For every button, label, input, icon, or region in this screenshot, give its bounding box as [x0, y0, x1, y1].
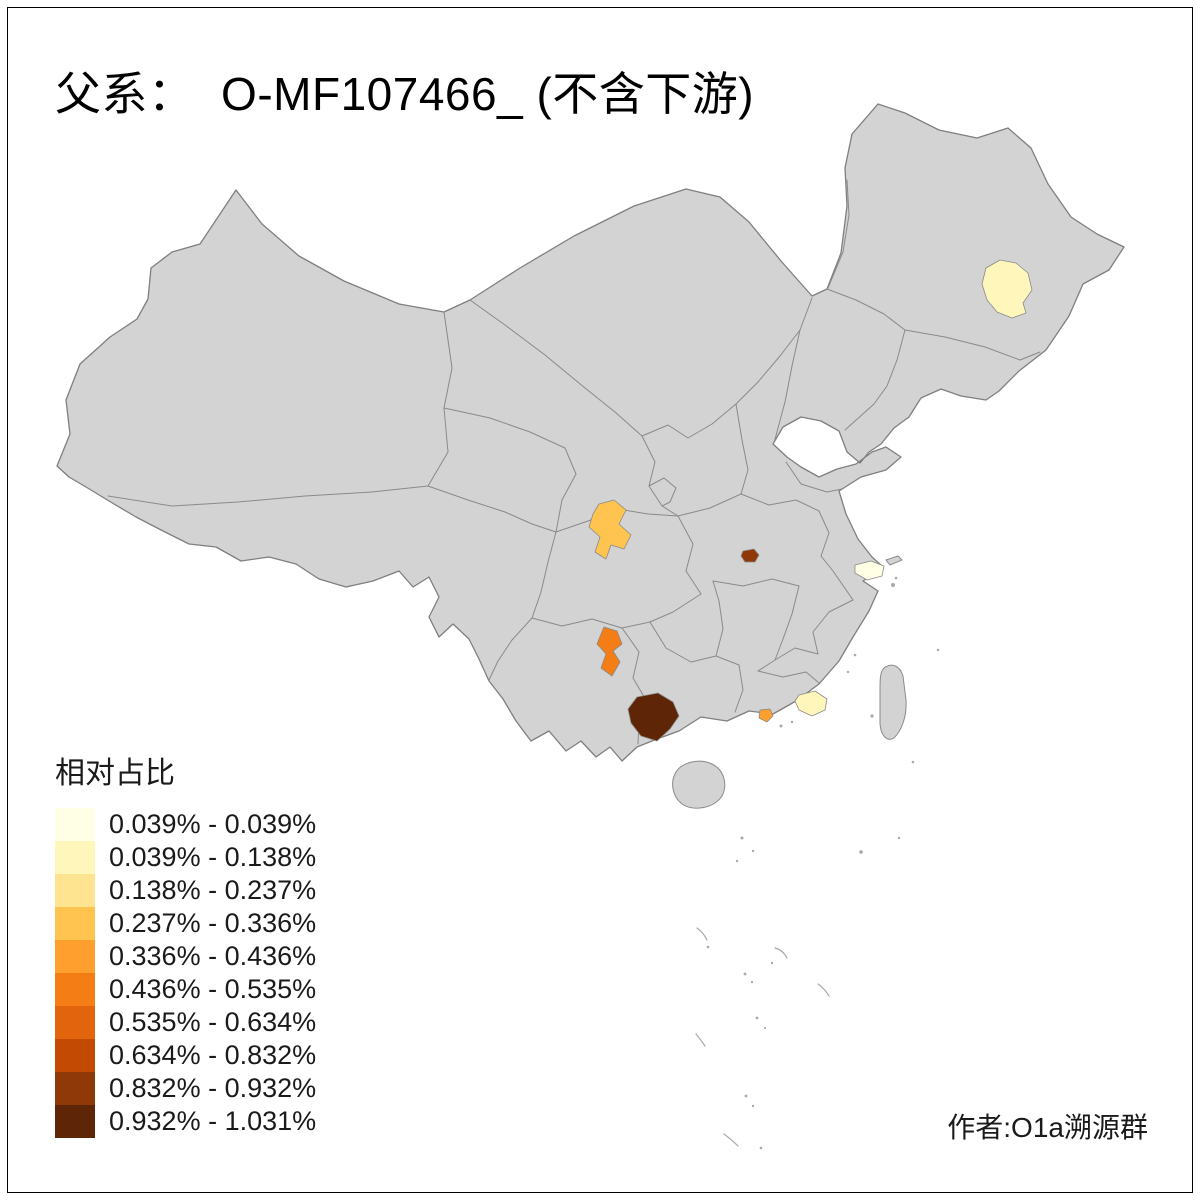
legend-label: 0.634% - 0.832%: [109, 1040, 317, 1070]
legend-swatch: [55, 1006, 95, 1039]
legend-label: 0.138% - 0.237%: [109, 875, 317, 905]
legend-row: 0.039% - 0.039%: [55, 808, 316, 841]
islands: [672, 555, 940, 809]
china-landmass: [56, 103, 1125, 762]
legend-label: 0.039% - 0.138%: [109, 842, 317, 872]
legend-swatch: [55, 907, 95, 940]
legend-swatch: [55, 874, 95, 907]
legend-row: 0.932% - 1.031%: [55, 1105, 316, 1138]
legend-swatch: [55, 940, 95, 973]
choropleth-region-southeast-coast: [794, 690, 828, 717]
choropleth-region-far-southwest: [627, 692, 680, 742]
legend-swatch: [55, 1039, 95, 1072]
legend-label: 0.237% - 0.336%: [109, 908, 317, 938]
legend-label: 0.039% - 0.039%: [109, 809, 317, 839]
legend-row: 0.039% - 0.138%: [55, 841, 316, 874]
choropleth-region-central-small: [740, 548, 760, 563]
choropleth-regions: [588, 259, 1033, 742]
legend-label: 0.336% - 0.436%: [109, 941, 317, 971]
coastal-islet: [885, 555, 903, 566]
legend-label: 0.535% - 0.634%: [109, 1007, 317, 1037]
choropleth-region-southwest-upper: [596, 626, 623, 677]
choropleth-region-south-small: [758, 708, 774, 723]
legend-swatch: [55, 973, 95, 1006]
legend-row: 0.336% - 0.436%: [55, 940, 316, 973]
legend-swatch: [55, 1072, 95, 1105]
legend-row: 0.832% - 0.932%: [55, 1072, 316, 1105]
page-title: 父系： O-MF107466_ (不含下游): [55, 68, 755, 120]
legend-row: 0.535% - 0.634%: [55, 1006, 316, 1039]
legend-row: 0.237% - 0.336%: [55, 907, 316, 940]
choropleth-region-west-central: [588, 499, 632, 560]
legend-label: 0.436% - 0.535%: [109, 974, 317, 1004]
legend-label: 0.932% - 1.031%: [109, 1106, 317, 1136]
taiwan-island: [879, 664, 907, 740]
legend-row: 0.634% - 0.832%: [55, 1039, 316, 1072]
south-china-sea-islets: [695, 760, 915, 1150]
legend-swatch: [55, 808, 95, 841]
legend-label: 0.832% - 0.932%: [109, 1073, 317, 1103]
legend-swatch: [55, 841, 95, 874]
legend-title: 相对占比: [55, 757, 175, 790]
choropleth-region-northeast: [981, 259, 1033, 319]
legend-row: 0.138% - 0.237%: [55, 874, 316, 907]
legend: 相对占比 0.039% - 0.039% 0.039% - 0.138% 0.1…: [55, 748, 316, 1138]
legend-row: 0.436% - 0.535%: [55, 973, 316, 1006]
author-credit: 作者:O1a溯源群: [947, 1112, 1148, 1143]
legend-swatch: [55, 1105, 95, 1138]
choropleth-region-east-coast: [854, 560, 885, 581]
hainan-island: [672, 760, 726, 809]
